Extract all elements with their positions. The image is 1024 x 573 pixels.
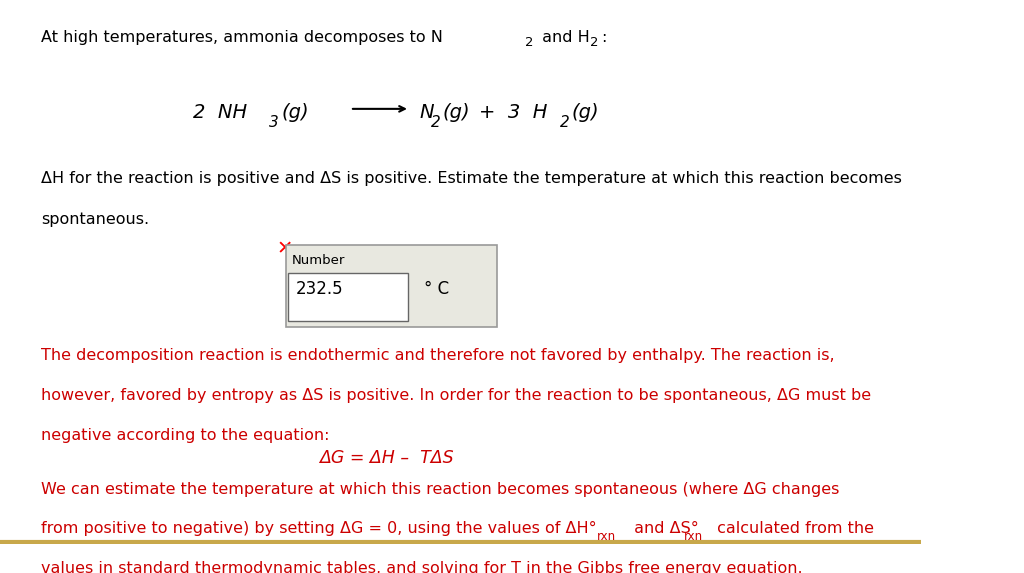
Text: 232.5: 232.5: [296, 280, 343, 299]
Text: 2: 2: [560, 115, 569, 131]
Text: +  3  H: + 3 H: [479, 103, 547, 123]
Text: (g): (g): [282, 103, 309, 123]
Text: ° C: ° C: [424, 280, 449, 299]
Text: values in standard thermodynamic tables, and solving for T in the Gibbs free ene: values in standard thermodynamic tables,…: [41, 561, 803, 573]
Text: (g): (g): [571, 103, 599, 123]
Text: ΔG = ΔH –  TΔS: ΔG = ΔH – TΔS: [319, 449, 454, 467]
Text: negative according to the equation:: negative according to the equation:: [41, 428, 330, 443]
Text: and H: and H: [537, 30, 590, 45]
Text: rxn: rxn: [683, 529, 702, 543]
Text: 2  NH: 2 NH: [194, 103, 248, 123]
Text: and ΔS°: and ΔS°: [629, 521, 698, 536]
Text: At high temperatures, ammonia decomposes to N: At high temperatures, ammonia decomposes…: [41, 30, 443, 45]
Text: 2: 2: [591, 37, 599, 49]
Text: 2: 2: [431, 115, 440, 131]
Text: Number: Number: [292, 254, 345, 267]
Text: rxn: rxn: [597, 529, 616, 543]
Text: ΔH for the reaction is positive and ΔS is positive. Estimate the temperature at : ΔH for the reaction is positive and ΔS i…: [41, 171, 902, 186]
Text: N: N: [419, 103, 434, 123]
FancyBboxPatch shape: [289, 273, 408, 321]
Text: from positive to negative) by setting ΔG = 0, using the values of ΔH°: from positive to negative) by setting ΔG…: [41, 521, 597, 536]
Text: spontaneous.: spontaneous.: [41, 212, 150, 227]
Text: (g): (g): [442, 103, 470, 123]
FancyBboxPatch shape: [286, 245, 498, 327]
Text: however, favored by entropy as ΔS is positive. In order for the reaction to be s: however, favored by entropy as ΔS is pos…: [41, 388, 871, 403]
Text: We can estimate the temperature at which this reaction becomes spontaneous (wher: We can estimate the temperature at which…: [41, 482, 840, 497]
Text: ✕: ✕: [276, 240, 293, 258]
Text: calculated from the: calculated from the: [712, 521, 873, 536]
Text: 2: 2: [525, 37, 534, 49]
Text: 3: 3: [269, 115, 279, 131]
Text: :: :: [601, 30, 607, 45]
Text: The decomposition reaction is endothermic and therefore not favored by enthalpy.: The decomposition reaction is endothermi…: [41, 348, 835, 363]
